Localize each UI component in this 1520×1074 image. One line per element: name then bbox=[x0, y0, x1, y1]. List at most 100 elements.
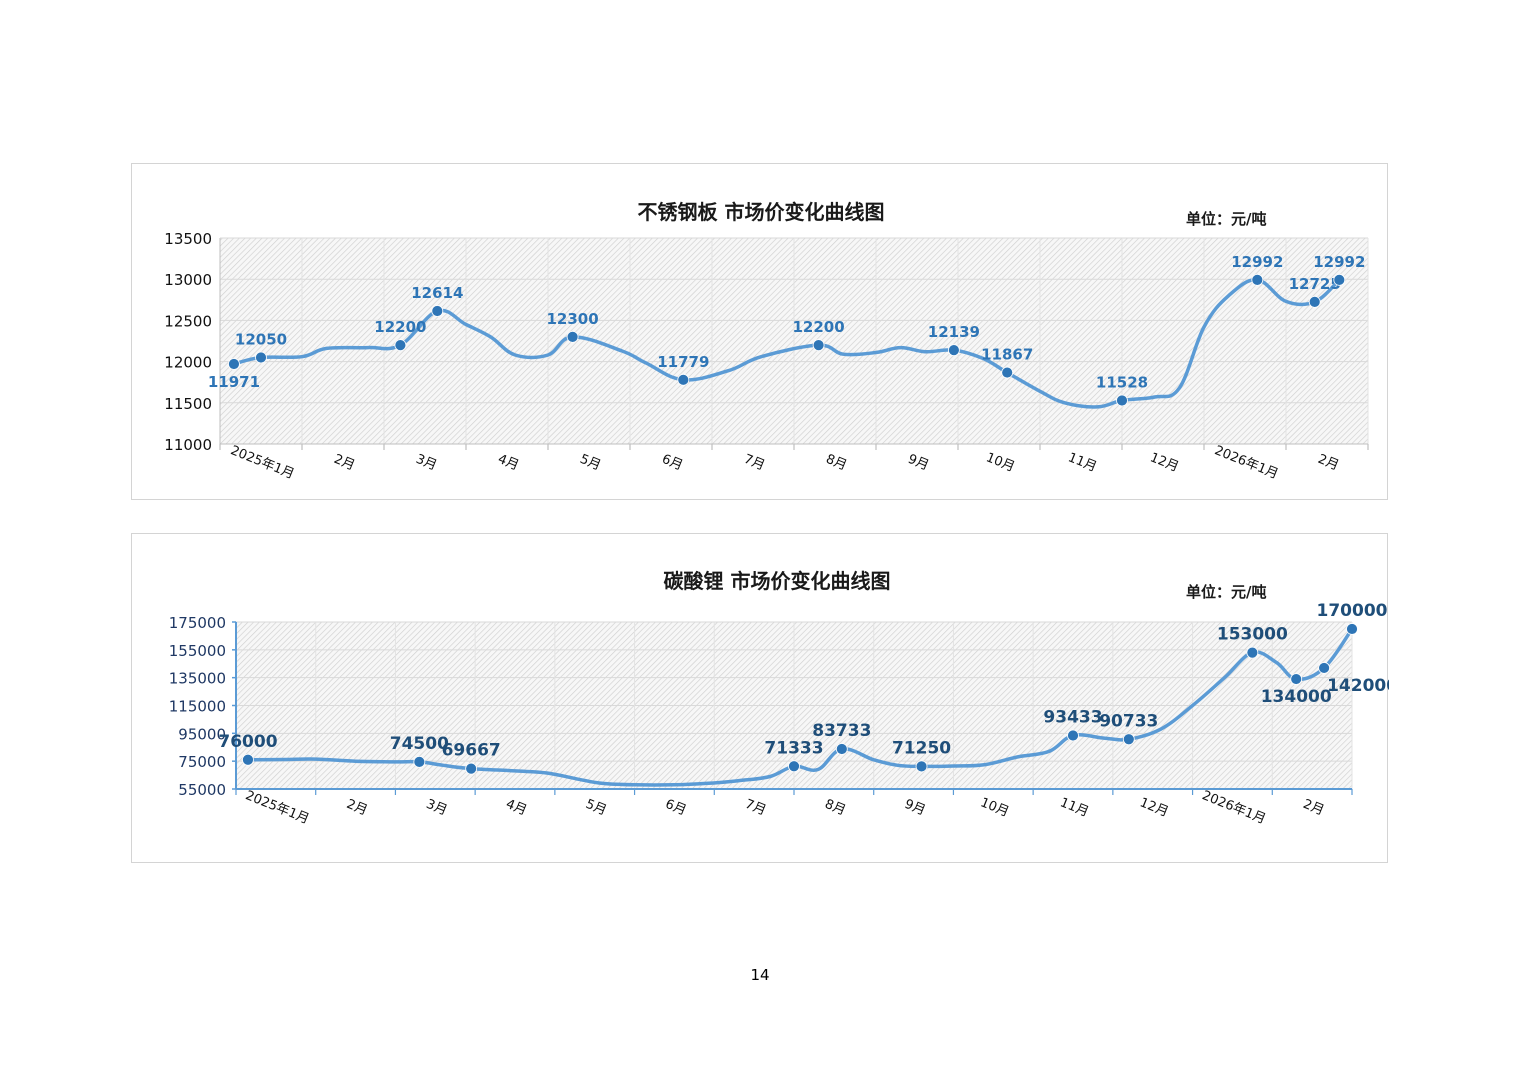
x-tick-label: 2月 bbox=[332, 452, 357, 474]
data-label: 142000 bbox=[1327, 676, 1389, 696]
x-tick-label: 2月 bbox=[1316, 452, 1341, 474]
data-label: 11528 bbox=[1096, 373, 1148, 391]
data-label: 69667 bbox=[442, 741, 501, 761]
data-point bbox=[915, 760, 928, 773]
y-tick-label: 95000 bbox=[178, 725, 226, 743]
x-tick-label: 11月 bbox=[1058, 795, 1091, 820]
data-point bbox=[1246, 646, 1259, 659]
x-tick-label: 10月 bbox=[978, 795, 1011, 820]
data-label: 74500 bbox=[390, 734, 449, 754]
x-tick-label: 9月 bbox=[906, 452, 931, 474]
data-point bbox=[431, 305, 444, 317]
data-label: 12300 bbox=[547, 310, 599, 328]
data-label: 12139 bbox=[928, 323, 980, 341]
y-tick-label: 115000 bbox=[169, 698, 226, 716]
data-point bbox=[465, 762, 478, 775]
data-label: 12725 bbox=[1289, 275, 1341, 293]
x-tick-label: 4月 bbox=[504, 797, 529, 819]
x-tick-label: 2026年1月 bbox=[1200, 788, 1268, 827]
x-tick-label: 9月 bbox=[902, 797, 927, 819]
data-point bbox=[1122, 733, 1135, 746]
x-tick-label: 2月 bbox=[1301, 797, 1326, 819]
x-tick-label: 3月 bbox=[424, 797, 449, 819]
data-label: 93433 bbox=[1043, 708, 1102, 728]
x-tick-label: 7月 bbox=[742, 452, 767, 474]
data-point bbox=[1001, 366, 1014, 379]
data-point bbox=[1116, 394, 1128, 407]
data-point bbox=[1308, 295, 1321, 308]
data-point bbox=[228, 358, 240, 370]
y-tick-label: 13500 bbox=[164, 230, 212, 248]
data-point bbox=[835, 743, 848, 755]
data-point bbox=[812, 339, 825, 352]
data-label: 11867 bbox=[981, 346, 1033, 364]
x-tick-label: 8月 bbox=[824, 452, 849, 474]
series-line bbox=[246, 627, 1354, 787]
data-point bbox=[255, 351, 267, 364]
x-tick-label: 2026年1月 bbox=[1212, 443, 1280, 482]
y-tick-label: 13000 bbox=[164, 271, 212, 289]
data-point bbox=[788, 760, 800, 773]
chart-title: 碳酸锂 市场价变化曲线图 bbox=[664, 569, 891, 593]
data-label: 170000 bbox=[1317, 601, 1388, 621]
y-tick-label: 12500 bbox=[164, 312, 212, 330]
x-tick-label: 10月 bbox=[984, 450, 1017, 475]
data-label: 153000 bbox=[1217, 625, 1288, 645]
unit-label: 单位：元/吨 bbox=[1186, 583, 1266, 601]
stainless-steel-chart-svg: 不锈钢板 市场价变化曲线图 单位：元/吨 11000 11500 12000 12500 1… bbox=[164, 200, 1369, 482]
data-point bbox=[677, 373, 690, 386]
x-tick-label: 5月 bbox=[578, 452, 603, 474]
data-label: 12200 bbox=[374, 318, 426, 336]
y-tick-label: 12000 bbox=[164, 354, 212, 372]
y-tick-label: 175000 bbox=[169, 614, 226, 632]
data-point bbox=[1290, 673, 1303, 685]
stainless-steel-price-chart: 不锈钢板 市场价变化曲线图 单位：元/吨 11000 11500 12000 12500 1… bbox=[131, 163, 1388, 500]
y-tick-label: 11500 bbox=[164, 395, 212, 413]
x-tick-label: 5月 bbox=[583, 797, 608, 819]
data-point bbox=[1067, 729, 1079, 742]
data-point bbox=[1333, 273, 1346, 286]
data-point bbox=[566, 330, 579, 343]
data-label: 12614 bbox=[411, 284, 463, 302]
y-tick-label: 11000 bbox=[164, 436, 212, 454]
data-label: 11971 bbox=[208, 373, 260, 391]
x-tick-label: 6月 bbox=[660, 452, 685, 474]
data-label: 83733 bbox=[812, 721, 871, 741]
x-tick-label: 8月 bbox=[822, 797, 847, 819]
data-label: 76000 bbox=[218, 732, 277, 752]
x-tick-label: 7月 bbox=[743, 797, 768, 819]
x-tick-label: 3月 bbox=[414, 452, 439, 474]
data-point bbox=[394, 339, 407, 352]
x-tick-label: 2月 bbox=[344, 797, 369, 819]
x-tick-label: 12月 bbox=[1138, 795, 1171, 820]
x-tick-label: 4月 bbox=[496, 452, 521, 474]
data-label: 71250 bbox=[892, 738, 951, 758]
y-tick-label: 155000 bbox=[169, 642, 226, 660]
lithium-carbonate-price-chart: 碳酸锂 市场价变化曲线图 单位：元/吨 55000 75000 95000 115000 1… bbox=[131, 533, 1389, 863]
x-tick-label: 12月 bbox=[1148, 450, 1181, 475]
y-tick-label: 135000 bbox=[169, 670, 226, 688]
data-point bbox=[1318, 662, 1330, 674]
data-point bbox=[413, 755, 426, 768]
x-tick-label: 2025年1月 bbox=[243, 788, 311, 827]
data-label: 12992 bbox=[1231, 253, 1283, 271]
chart-title: 不锈钢板 市场价变化曲线图 bbox=[638, 200, 885, 224]
data-label: 12200 bbox=[793, 318, 845, 336]
lithium-carbonate-chart-svg: 碳酸锂 市场价变化曲线图 单位：元/吨 55000 75000 95000 115000 1… bbox=[169, 569, 1389, 827]
data-label: 11779 bbox=[657, 353, 709, 371]
data-point bbox=[1251, 273, 1264, 286]
data-label: 12992 bbox=[1313, 253, 1365, 271]
data-point bbox=[948, 344, 960, 357]
page-number: 14 bbox=[750, 966, 770, 984]
data-label: 71333 bbox=[764, 738, 823, 758]
data-point bbox=[242, 753, 254, 766]
x-tick-label: 2025年1月 bbox=[228, 443, 296, 482]
data-label: 12050 bbox=[235, 330, 287, 348]
x-tick-label: 6月 bbox=[663, 797, 688, 819]
y-tick-label: 55000 bbox=[178, 781, 226, 799]
data-point bbox=[1346, 623, 1358, 635]
data-label: 134000 bbox=[1261, 687, 1332, 707]
data-label: 90733 bbox=[1099, 711, 1158, 731]
unit-label: 单位：元/吨 bbox=[1186, 210, 1266, 228]
x-tick-label: 11月 bbox=[1066, 450, 1099, 475]
